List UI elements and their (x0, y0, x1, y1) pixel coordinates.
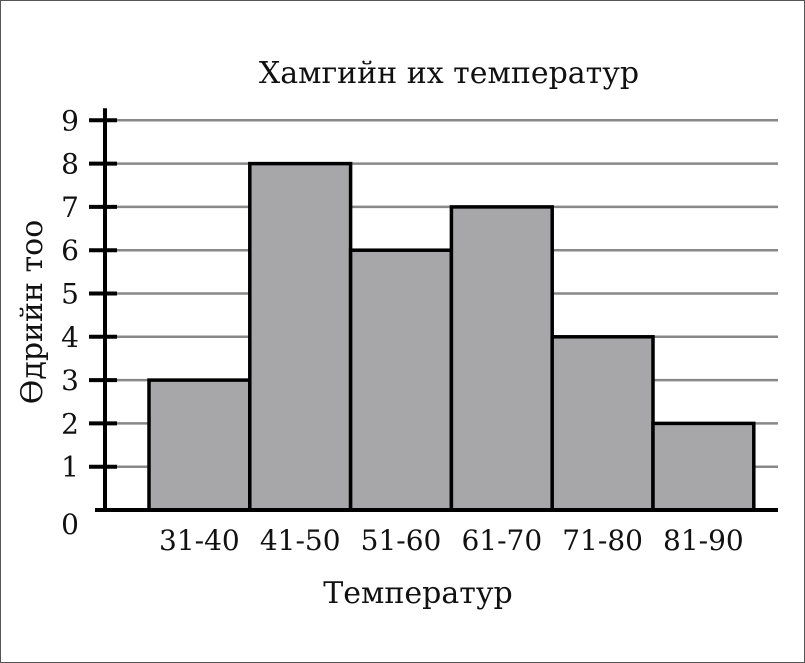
bar-51-60 (348, 248, 454, 512)
y-tick-label: 7 (61, 191, 79, 224)
x-tick-label: 71-80 (562, 524, 643, 557)
x-tick-label: 51-60 (361, 524, 442, 557)
y-tick-label: 5 (61, 278, 79, 311)
bar-41-50 (248, 161, 353, 512)
x-tick-label: 31-40 (159, 524, 240, 557)
bar-71-80 (550, 335, 655, 512)
y-tick-label: 0 (61, 508, 79, 541)
bar-81-90 (651, 421, 756, 512)
y-tick-label: 2 (61, 407, 79, 440)
bar-31-40 (147, 378, 252, 512)
y-tick-label: 9 (61, 104, 79, 137)
x-tick-labels: 31-40 41-50 51-60 61-70 71-80 81-90 (159, 524, 744, 557)
x-tick-label: 61-70 (461, 524, 542, 557)
bar-61-70 (449, 205, 554, 512)
y-axis-label: Өдрийн тоо (15, 220, 50, 405)
bars (147, 161, 756, 512)
chart-title: Хамгийн их температур (259, 56, 639, 91)
y-tick-label: 8 (61, 148, 79, 181)
x-tick-label: 81-90 (663, 524, 744, 557)
y-tick-label: 6 (61, 234, 79, 267)
y-tick-label: 1 (61, 451, 79, 484)
axes (89, 108, 778, 512)
x-tick-label: 41-50 (260, 524, 341, 557)
y-tick-label: 3 (61, 364, 79, 397)
y-tick-label: 4 (61, 321, 79, 354)
y-tick-labels: 0 1 2 3 4 5 6 7 8 9 (61, 104, 79, 541)
x-axis-label: Температур (323, 576, 512, 611)
